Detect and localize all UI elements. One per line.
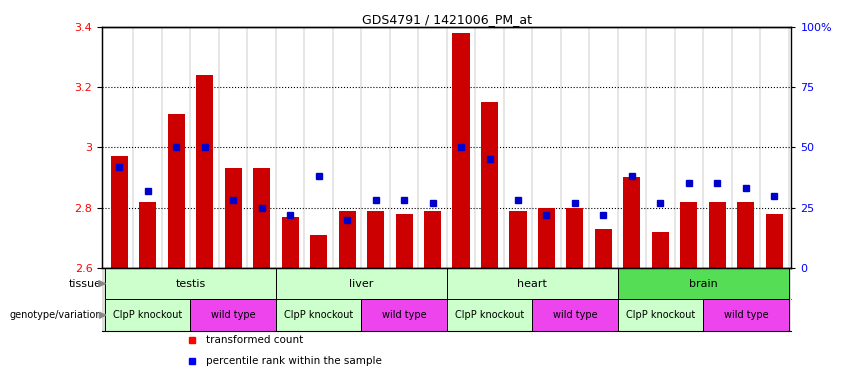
Bar — [225, 169, 242, 268]
Text: ClpP knockout: ClpP knockout — [625, 310, 695, 320]
Bar — [618, 268, 789, 300]
Bar — [253, 169, 270, 268]
Bar — [447, 268, 618, 300]
Bar — [105, 300, 191, 331]
Text: wild type: wild type — [723, 310, 768, 320]
Text: tissue: tissue — [69, 279, 102, 289]
Bar — [567, 208, 584, 268]
Bar — [453, 33, 470, 268]
Bar — [191, 300, 276, 331]
Bar — [111, 156, 128, 268]
Bar — [766, 214, 783, 268]
Text: wild type: wild type — [552, 310, 597, 320]
Bar — [652, 232, 669, 268]
Bar — [276, 268, 447, 300]
Bar — [140, 202, 157, 268]
Text: liver: liver — [349, 279, 374, 289]
Bar — [367, 210, 384, 268]
Bar — [396, 214, 413, 268]
Bar — [362, 300, 447, 331]
Bar — [447, 300, 532, 331]
Text: ClpP knockout: ClpP knockout — [455, 310, 524, 320]
Bar — [282, 217, 299, 268]
Bar — [595, 228, 612, 268]
Text: genotype/variation: genotype/variation — [9, 310, 102, 320]
Bar — [709, 202, 726, 268]
Bar — [624, 177, 641, 268]
Text: testis: testis — [175, 279, 206, 289]
Bar — [276, 300, 362, 331]
Bar — [538, 208, 555, 268]
Text: wild type: wild type — [382, 310, 426, 320]
Bar — [424, 210, 441, 268]
Bar — [532, 300, 618, 331]
Text: brain: brain — [688, 279, 717, 289]
Text: ClpP knockout: ClpP knockout — [113, 310, 182, 320]
Bar — [196, 75, 214, 268]
Text: transformed count: transformed count — [206, 335, 303, 345]
Title: GDS4791 / 1421006_PM_at: GDS4791 / 1421006_PM_at — [362, 13, 532, 26]
Text: heart: heart — [517, 279, 547, 289]
Bar — [339, 210, 356, 268]
Bar — [310, 235, 327, 268]
Bar — [105, 268, 276, 300]
Bar — [618, 300, 703, 331]
Bar — [703, 300, 789, 331]
Bar — [737, 202, 754, 268]
Text: percentile rank within the sample: percentile rank within the sample — [206, 356, 381, 366]
Bar — [168, 114, 185, 268]
Text: ClpP knockout: ClpP knockout — [284, 310, 353, 320]
Text: wild type: wild type — [211, 310, 255, 320]
Bar — [481, 102, 498, 268]
Bar — [680, 202, 698, 268]
Bar — [510, 210, 527, 268]
